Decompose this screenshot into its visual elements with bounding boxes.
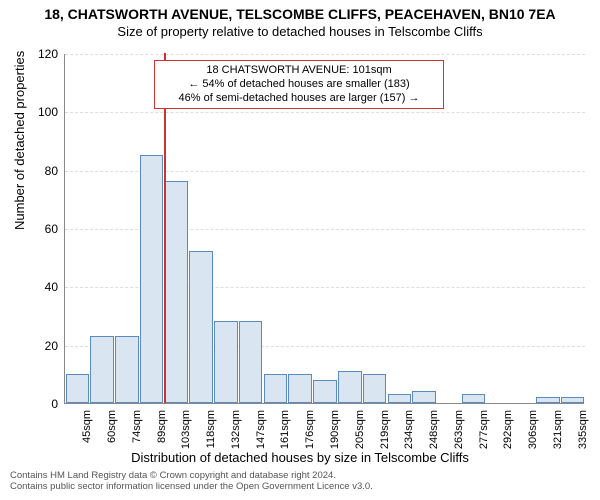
histogram-bar — [66, 374, 90, 403]
callout-line-2: ← 54% of detached houses are smaller (18… — [161, 78, 437, 92]
x-tick-label: 306sqm — [527, 410, 539, 449]
chart-subtitle: Size of property relative to detached ho… — [0, 23, 600, 39]
x-tick-label: 60sqm — [106, 410, 118, 443]
x-tick-label: 234sqm — [403, 410, 415, 449]
x-tick-label: 263sqm — [453, 410, 465, 449]
y-tick-label: 20 — [28, 339, 58, 353]
x-tick-label: 205sqm — [354, 410, 366, 449]
x-tick-label: 118sqm — [205, 410, 217, 448]
x-axis-label: Distribution of detached houses by size … — [0, 450, 600, 465]
x-tick-label: 321sqm — [552, 410, 564, 449]
callout-line-3: 46% of semi-detached houses are larger (… — [161, 92, 437, 106]
gridline — [65, 112, 585, 113]
histogram-bar — [264, 374, 288, 403]
x-tick-label: 277sqm — [478, 410, 490, 449]
footer-attribution: Contains HM Land Registry data © Crown c… — [10, 470, 373, 493]
x-tick-label: 335sqm — [577, 410, 589, 449]
histogram-bar — [338, 371, 362, 403]
y-tick-label: 80 — [28, 164, 58, 178]
chart-area: 02040608010012045sqm60sqm74sqm89sqm103sq… — [64, 54, 584, 404]
y-axis-label: Number of detached properties — [12, 51, 27, 230]
x-tick-label: 89sqm — [156, 410, 168, 443]
histogram-bar — [214, 321, 238, 403]
x-tick-label: 147sqm — [255, 410, 267, 449]
histogram-bar — [388, 394, 412, 403]
y-tick-label: 100 — [28, 105, 58, 119]
x-tick-label: 103sqm — [180, 410, 192, 449]
chart-title: 18, CHATSWORTH AVENUE, TELSCOMBE CLIFFS,… — [0, 0, 600, 23]
y-tick-label: 0 — [28, 397, 58, 411]
x-tick-label: 74sqm — [131, 410, 143, 443]
y-tick-label: 60 — [28, 222, 58, 236]
footer-line-1: Contains HM Land Registry data © Crown c… — [10, 470, 373, 481]
histogram-bar — [140, 155, 164, 403]
histogram-bar — [90, 336, 114, 403]
histogram-bar — [412, 391, 436, 403]
footer-line-2: Contains public sector information licen… — [10, 481, 373, 492]
histogram-bar — [313, 380, 337, 403]
x-tick-label: 176sqm — [304, 410, 316, 449]
x-tick-label: 190sqm — [329, 410, 341, 449]
histogram-bar — [165, 181, 189, 403]
histogram-bar — [462, 394, 486, 403]
x-tick-label: 292sqm — [502, 410, 514, 449]
histogram-bar — [115, 336, 139, 403]
histogram-bar — [189, 251, 213, 403]
histogram-bar — [536, 397, 560, 403]
x-tick-label: 132sqm — [230, 410, 242, 449]
x-tick-label: 248sqm — [428, 410, 440, 449]
histogram-bar — [239, 321, 263, 403]
x-tick-label: 161sqm — [279, 410, 291, 449]
histogram-bar — [288, 374, 312, 403]
y-tick-label: 120 — [28, 47, 58, 61]
histogram-bar — [561, 397, 585, 403]
histogram-bar — [363, 374, 387, 403]
x-tick-label: 219sqm — [379, 410, 391, 449]
x-tick-label: 45sqm — [81, 410, 93, 443]
y-tick-label: 40 — [28, 280, 58, 294]
callout-line-1: 18 CHATSWORTH AVENUE: 101sqm — [161, 64, 437, 78]
gridline — [65, 54, 585, 55]
callout-box: 18 CHATSWORTH AVENUE: 101sqm ← 54% of de… — [154, 60, 444, 109]
